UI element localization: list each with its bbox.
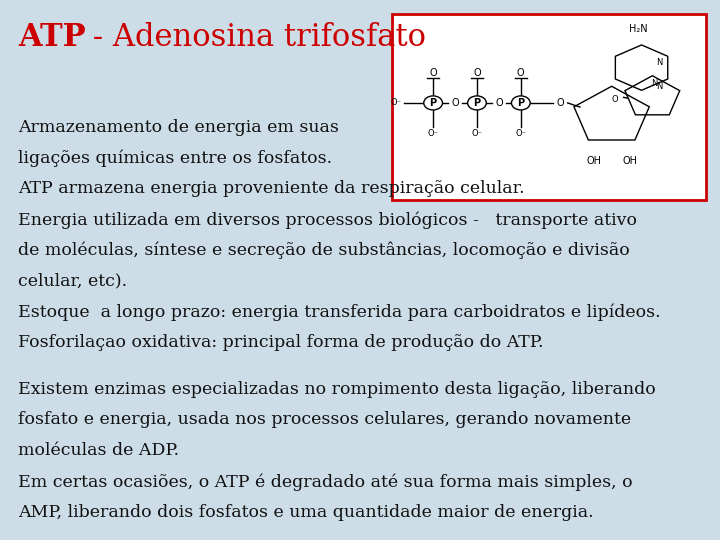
Circle shape — [511, 96, 530, 110]
Text: O⁻: O⁻ — [428, 129, 438, 138]
Text: O: O — [517, 68, 525, 78]
Text: de moléculas, síntese e secreção de substâncias, locomoção e divisão: de moléculas, síntese e secreção de subs… — [18, 242, 630, 259]
Text: N: N — [657, 82, 662, 91]
Text: ATP: ATP — [18, 22, 86, 52]
Text: OH: OH — [622, 157, 637, 166]
Text: celular, etc).: celular, etc). — [18, 273, 127, 289]
Text: ligações químicas entre os fosfatos.: ligações químicas entre os fosfatos. — [18, 150, 332, 167]
Text: P: P — [517, 98, 524, 108]
Text: P: P — [474, 98, 480, 108]
Text: O: O — [612, 95, 618, 104]
Text: O: O — [451, 98, 459, 108]
Circle shape — [467, 96, 486, 110]
Text: Estoque  a longo prazo: energia transferida para carboidratos e lipídeos.: Estoque a longo prazo: energia transferi… — [18, 303, 661, 321]
Text: O⁻: O⁻ — [472, 129, 482, 138]
Text: OH: OH — [586, 157, 601, 166]
Text: O⁻: O⁻ — [390, 98, 401, 107]
Text: Em certas ocasiões, o ATP é degradado até sua forma mais simples, o: Em certas ocasiões, o ATP é degradado at… — [18, 473, 633, 490]
Text: ATP armazena energia proveniente da respiração celular.: ATP armazena energia proveniente da resp… — [18, 180, 525, 197]
FancyBboxPatch shape — [392, 14, 706, 200]
Circle shape — [424, 96, 443, 110]
Text: O: O — [429, 68, 437, 78]
Text: AMP, liberando dois fosfatos e uma quantidade maior de energia.: AMP, liberando dois fosfatos e uma quant… — [18, 504, 593, 521]
Text: H₂N: H₂N — [629, 24, 647, 34]
Text: Energia utilizada em diversos processos biológicos -   transporte ativo: Energia utilizada em diversos processos … — [18, 211, 637, 228]
Text: Fosforilaçao oxidativa: principal forma de produção do ATP.: Fosforilaçao oxidativa: principal forma … — [18, 334, 544, 351]
Text: Existem enzimas especializadas no rompimento desta ligação, liberando: Existem enzimas especializadas no rompim… — [18, 381, 656, 397]
Text: - Adenosina trifosfato: - Adenosina trifosfato — [83, 22, 426, 52]
Text: N: N — [657, 58, 662, 67]
Text: O: O — [557, 98, 564, 108]
Text: O: O — [473, 68, 481, 78]
Text: Armazenamento de energia em suas: Armazenamento de energia em suas — [18, 119, 339, 136]
Text: N: N — [652, 79, 657, 89]
Text: fosfato e energia, usada nos processos celulares, gerando novamente: fosfato e energia, usada nos processos c… — [18, 411, 631, 428]
Text: moléculas de ADP.: moléculas de ADP. — [18, 442, 179, 459]
Text: P: P — [430, 98, 436, 108]
Text: O: O — [495, 98, 503, 108]
Text: O⁻: O⁻ — [516, 129, 526, 138]
